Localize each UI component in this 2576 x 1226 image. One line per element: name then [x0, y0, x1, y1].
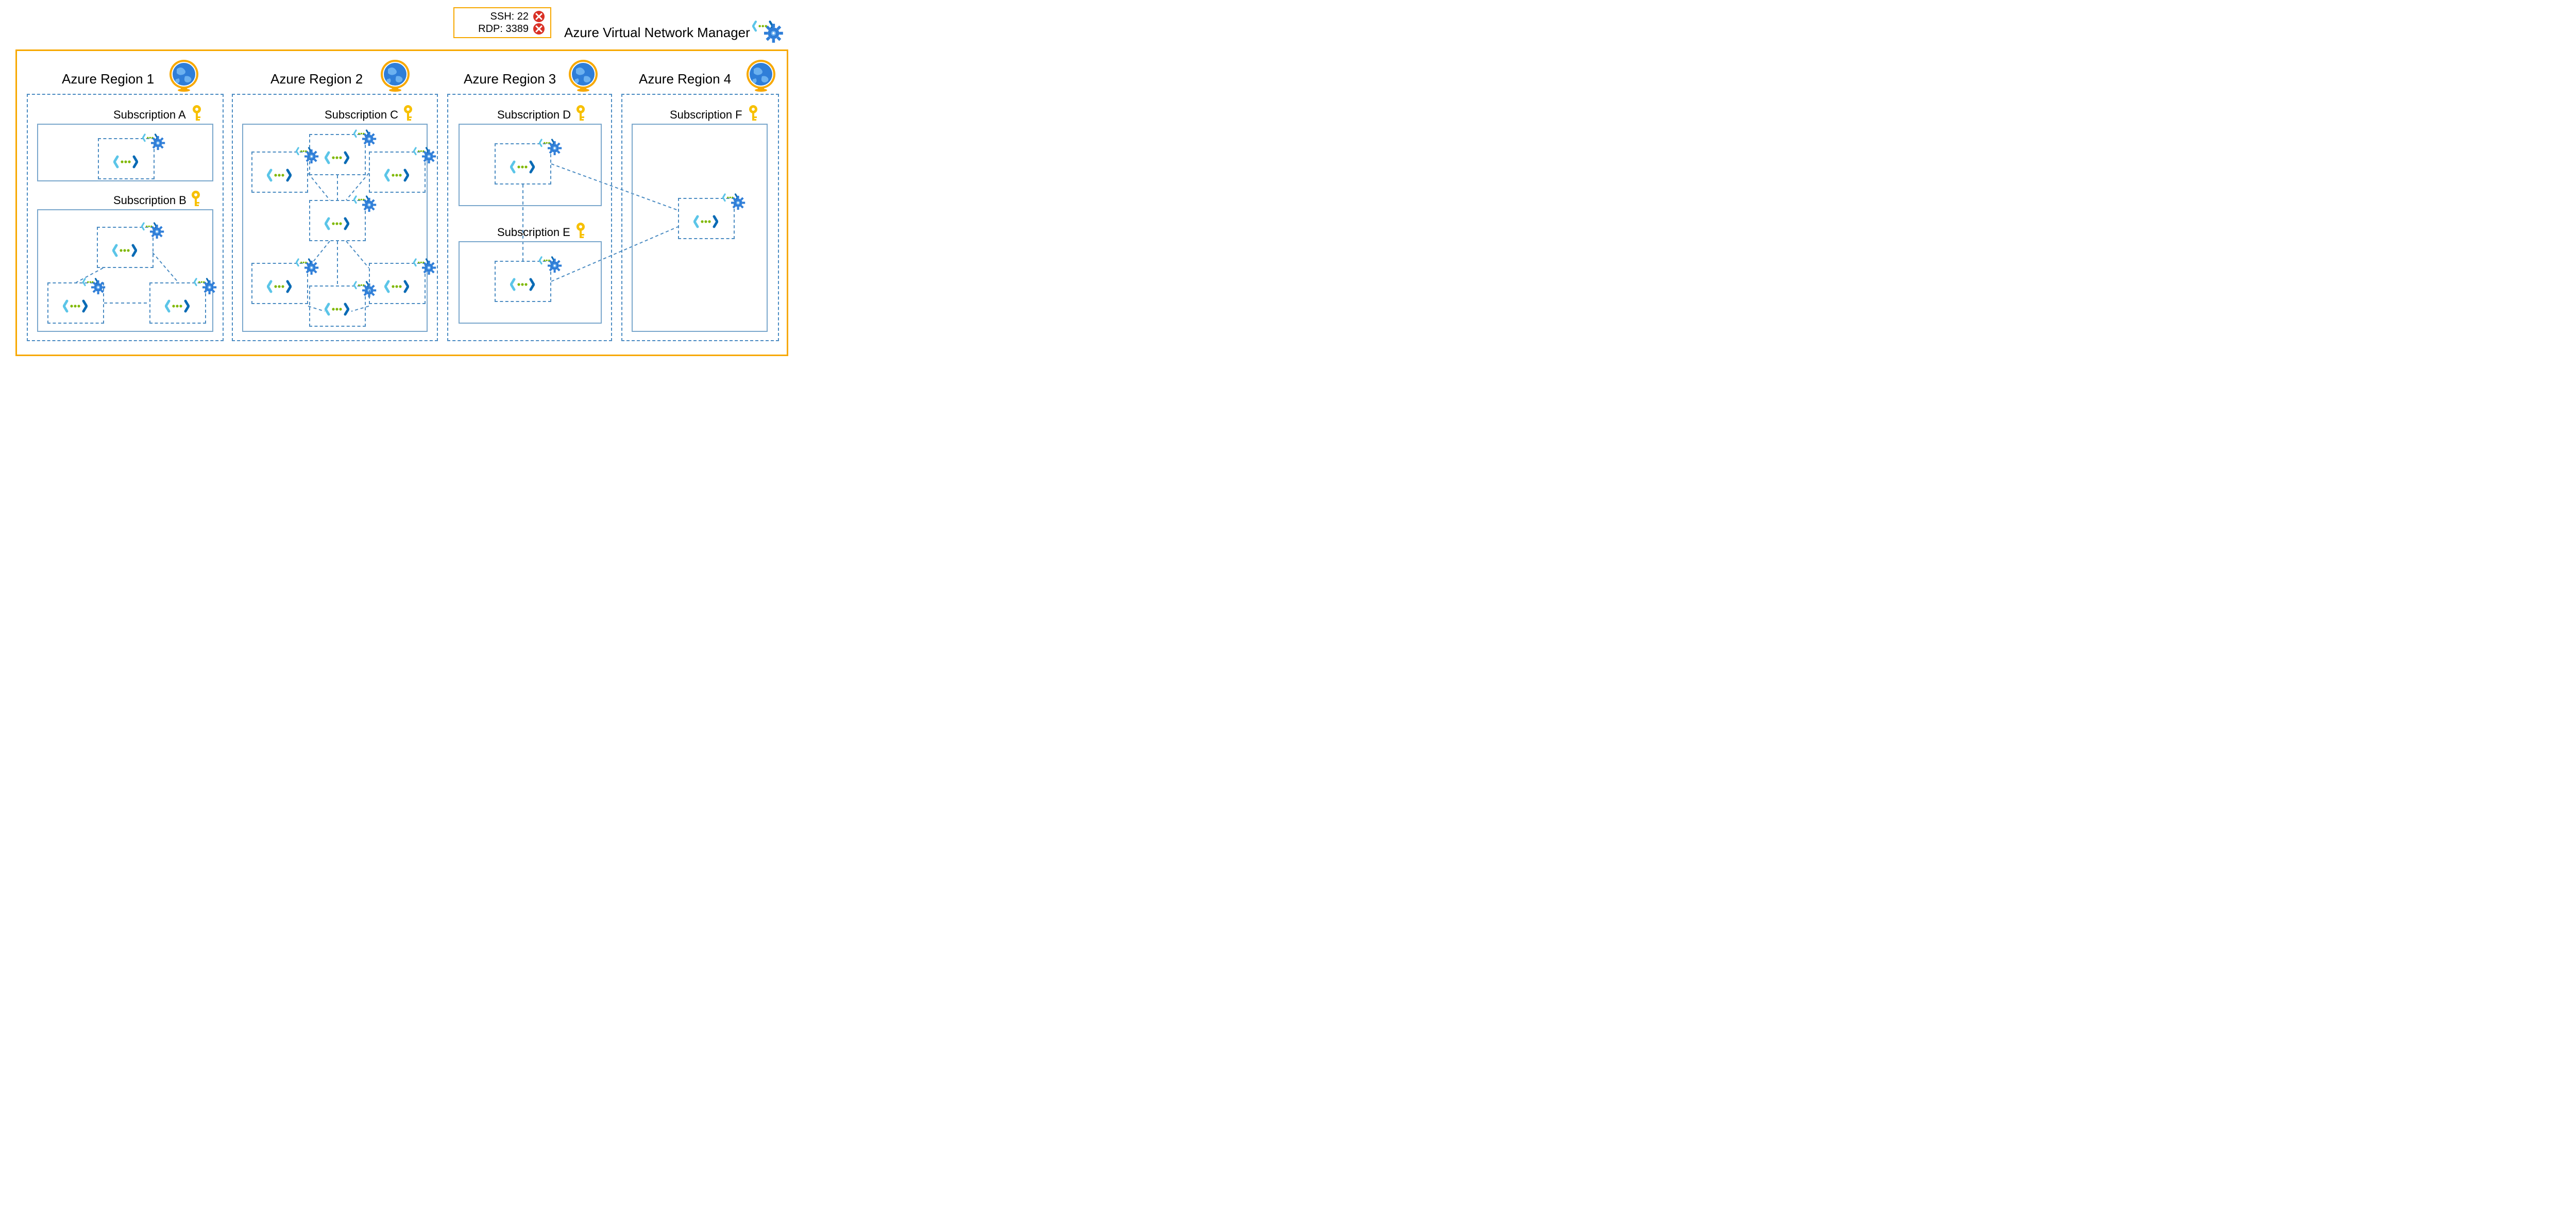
vnet-manager-node-icon: [194, 274, 217, 295]
region-label: Azure Region 1: [62, 71, 154, 87]
deny-icon: [533, 23, 545, 35]
key-icon: [574, 104, 587, 122]
region-label: Azure Region 3: [464, 71, 556, 87]
vnet-manager-node-icon: [413, 255, 437, 276]
key-icon: [191, 104, 203, 122]
legend-rule-label: SSH: 22: [490, 11, 529, 23]
vnet-icon: [510, 272, 535, 297]
key-icon: [747, 104, 759, 122]
vnet-icon: [510, 155, 535, 179]
key-icon: [190, 190, 202, 207]
subscription-label: Subscription C: [325, 108, 398, 122]
vnet-icon: [384, 163, 409, 188]
subscription-label: Subscription F: [670, 108, 742, 122]
vnet-manager-node-icon: [539, 135, 563, 156]
region-label: Azure Region 4: [639, 71, 731, 87]
vnet-icon: [325, 297, 349, 322]
vnet-manager-node-icon: [539, 253, 563, 274]
vnet-icon: [113, 149, 138, 174]
vnet-icon: [63, 294, 88, 318]
legend-rule-label: RDP: 3389: [478, 23, 529, 35]
vnet-manager-node-icon: [353, 192, 377, 213]
subscription-label: Subscription D: [497, 108, 571, 122]
vnet-icon: [112, 238, 137, 263]
vnet-manager-node-icon: [82, 274, 106, 295]
vnet-manager-node-icon: [296, 255, 319, 276]
vnet-manager-node-icon: [353, 126, 377, 147]
globe-icon: [744, 58, 777, 92]
deny-icon: [533, 10, 545, 23]
subscription-label: Subscription B: [113, 194, 187, 207]
vnet-manager-node-icon: [722, 190, 746, 211]
vnet-manager-node-icon: [141, 219, 165, 240]
diagram-title: Azure Virtual Network Manager: [564, 25, 750, 41]
subscription-label: Subscription E: [497, 226, 570, 239]
vnet-icon: [384, 274, 409, 299]
vnet-icon: [325, 211, 349, 236]
globe-icon: [167, 58, 200, 92]
vnet-manager-node-icon: [413, 143, 437, 164]
key-icon: [574, 222, 587, 239]
key-icon: [402, 104, 414, 122]
subscription-label: Subscription A: [113, 108, 186, 122]
vnet-icon: [267, 274, 292, 299]
region-label: Azure Region 2: [270, 71, 363, 87]
globe-icon: [379, 58, 412, 92]
network-manager-icon: [752, 15, 784, 44]
vnet-icon: [165, 294, 190, 318]
vnet-icon: [325, 145, 349, 170]
security-rules-legend: SSH: 22RDP: 3389: [453, 7, 551, 38]
globe-icon: [567, 58, 600, 92]
vnet-icon: [693, 209, 718, 234]
vnet-icon: [267, 163, 292, 188]
vnet-manager-node-icon: [142, 130, 166, 151]
